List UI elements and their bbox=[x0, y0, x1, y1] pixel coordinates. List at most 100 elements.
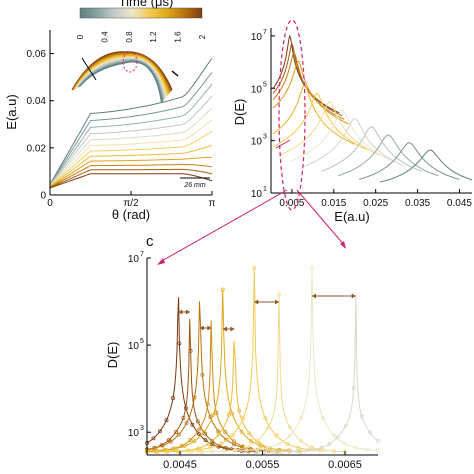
panel-b-ytick-label: 10 bbox=[251, 137, 263, 148]
panel-b-series-line bbox=[272, 93, 368, 151]
panel-c-marker bbox=[343, 423, 348, 428]
shift-arrowhead bbox=[351, 293, 356, 299]
panel-c-xtick-label: 0.0065 bbox=[328, 459, 362, 471]
panel-c-series-line bbox=[180, 293, 345, 453]
panel-b-xlabel: E(a.u) bbox=[334, 209, 369, 224]
panel-c-marker bbox=[211, 412, 216, 417]
panel-c-marker bbox=[208, 445, 213, 450]
shift-arrowhead bbox=[222, 326, 227, 332]
colorbar-tick-label: 0.8 bbox=[125, 31, 134, 43]
panel-c-marker bbox=[201, 430, 206, 435]
panel-c-marker bbox=[205, 402, 210, 407]
panel-c-marker bbox=[257, 441, 262, 446]
panel-c-ylabel: D(E) bbox=[105, 342, 120, 369]
panel-c-marker bbox=[192, 395, 197, 400]
panel-c-marker bbox=[168, 439, 173, 444]
panel-b-xtick-label: 0.015 bbox=[321, 198, 346, 209]
panel-c-marker bbox=[262, 449, 267, 454]
panel-a-series-line bbox=[49, 130, 213, 187]
panel-c-marker bbox=[332, 449, 336, 454]
panel-c-marker bbox=[332, 433, 336, 438]
shift-arrowhead bbox=[199, 325, 204, 331]
panel-c-marker bbox=[367, 430, 372, 435]
panel-c-marker bbox=[343, 441, 347, 446]
shift-arrowhead bbox=[230, 326, 235, 332]
colorbar: Time (μs) 0 0.4 0.8 1.2 1.6 2 bbox=[76, 0, 207, 43]
colorbar-tick-label: 0 bbox=[76, 34, 85, 39]
panel-c-marker bbox=[274, 433, 279, 438]
inset-arrow-right bbox=[171, 70, 179, 77]
shift-arrowhead bbox=[178, 309, 183, 315]
panel-c-shift-arrows bbox=[178, 293, 356, 332]
panel-b-xtick-label: 0.005 bbox=[279, 198, 304, 209]
colorbar-tick-label: 0.4 bbox=[100, 31, 109, 43]
panel-c-marker bbox=[376, 439, 380, 443]
panel-c-marker bbox=[171, 396, 175, 401]
panel-c-ytick-exponent: 7 bbox=[140, 251, 144, 258]
panel-c-marker bbox=[319, 445, 324, 450]
panel-c-xtick-label: 0.0045 bbox=[163, 459, 197, 471]
panel-c-marker bbox=[365, 447, 369, 452]
panel-b-series-line bbox=[279, 101, 381, 156]
panel-c-marker bbox=[299, 438, 303, 443]
colorbar-gradient bbox=[79, 7, 203, 19]
colorbar-tick-label: 1.2 bbox=[149, 31, 158, 43]
colorbar-title: Time (μs) bbox=[119, 0, 174, 9]
panel-c-marker bbox=[299, 416, 303, 421]
panel-c-marker bbox=[376, 448, 380, 453]
panel-c-marker bbox=[277, 291, 281, 296]
panel-c-marker bbox=[231, 439, 236, 444]
panel-b-ytick-exponent: 3 bbox=[263, 134, 267, 141]
panel-b-highlight-ellipse bbox=[278, 19, 306, 211]
connector-arrowhead-left bbox=[157, 258, 165, 265]
panel-a-xtick-label: π/2 bbox=[123, 198, 139, 209]
panel-c-marker bbox=[270, 449, 275, 454]
panel-c-marker bbox=[335, 435, 340, 440]
panel-c-series-line bbox=[146, 318, 256, 452]
connector-right bbox=[296, 189, 346, 247]
panel-c-marker bbox=[310, 265, 314, 270]
panel-c-marker bbox=[295, 449, 300, 454]
shift-arrowhead bbox=[254, 299, 259, 305]
panel-c-marker bbox=[195, 419, 200, 424]
panel-c-marker bbox=[285, 441, 290, 446]
panel-a-series-line bbox=[49, 72, 213, 185]
panel-c-marker bbox=[354, 445, 358, 450]
panel-c-marker bbox=[177, 341, 182, 346]
panel-c-marker bbox=[220, 287, 225, 292]
panel-c-marker bbox=[190, 422, 195, 427]
panel-c-marker bbox=[277, 441, 281, 446]
connector-b-arrow bbox=[275, 139, 291, 149]
panel-c-marker bbox=[211, 449, 215, 454]
panel-a-series-line bbox=[49, 145, 213, 187]
panel-c-marker bbox=[222, 449, 226, 454]
panel-c-series-line bbox=[256, 295, 379, 453]
inset-arc bbox=[79, 61, 163, 103]
panel-a-xtick-label: π bbox=[209, 198, 216, 209]
panel-a-series-line bbox=[49, 164, 213, 188]
panel-a-xtick-label: 0 bbox=[47, 198, 53, 209]
panel-c-marker bbox=[197, 427, 202, 432]
panel-c-marker bbox=[307, 447, 312, 452]
panel-c-marker bbox=[173, 446, 178, 451]
panel-c-marker bbox=[164, 449, 169, 454]
panel-c-marker bbox=[255, 438, 259, 443]
panel-c-marker bbox=[252, 265, 257, 270]
panel-b-ytick-label: 10 bbox=[251, 189, 263, 200]
panel-c-marker bbox=[263, 416, 268, 421]
panel-a-ticks: 0 π/2 π 0 0.02 0.04 0.06 bbox=[27, 49, 216, 209]
panel-b-series-line bbox=[272, 60, 349, 125]
panel-b-xtick-label: 0.045 bbox=[447, 198, 472, 209]
colorbar-ticks: 0 0.4 0.8 1.2 1.6 2 bbox=[76, 31, 207, 43]
panel-c-marker bbox=[206, 441, 211, 446]
panel-b-series-line bbox=[337, 134, 439, 177]
panel-a-series-line bbox=[49, 168, 213, 189]
panel-c-marker bbox=[249, 447, 254, 452]
panel-b-ytick-label: 10 bbox=[251, 84, 263, 95]
panel-a-series-line bbox=[49, 58, 213, 185]
panel-c-marker bbox=[214, 410, 219, 415]
panel-c-marker bbox=[158, 429, 162, 434]
panel-c-marker bbox=[296, 445, 301, 450]
